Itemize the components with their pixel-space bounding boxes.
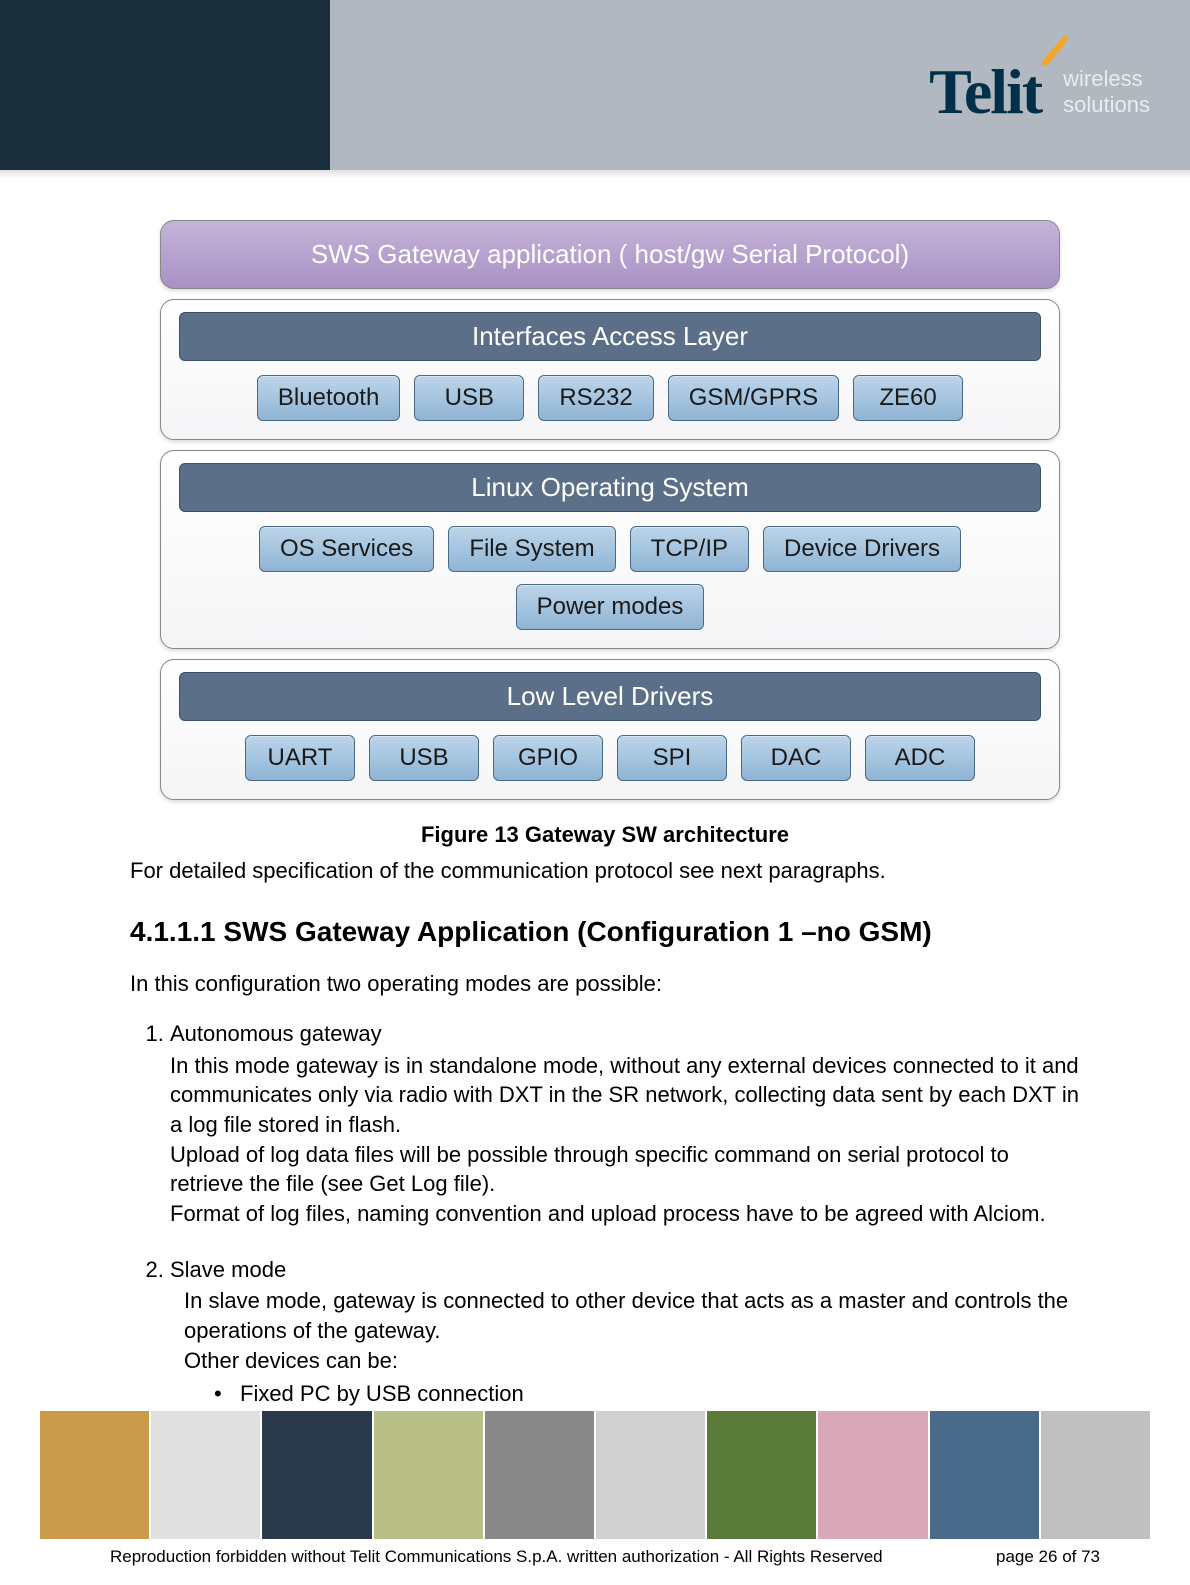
chip-row: OS Services File System TCP/IP Device Dr… <box>179 526 1041 572</box>
chip-usb: USB <box>414 375 524 421</box>
brand-logo: Telit wireless solutions <box>929 55 1150 129</box>
footer-tile <box>596 1411 705 1539</box>
tagline-line2: solutions <box>1063 92 1150 118</box>
chip-row: UART USB GPIO SPI DAC ADC <box>179 735 1041 781</box>
chip-usb-lld: USB <box>369 735 479 781</box>
footer-tile <box>1041 1411 1150 1539</box>
section-number: 4.1.1.1 <box>130 916 216 947</box>
chip-tcpip: TCP/IP <box>630 526 749 572</box>
footer-tile <box>262 1411 371 1539</box>
footer-image-strip <box>40 1411 1150 1539</box>
item-para: In slave mode, gateway is connected to o… <box>184 1286 1080 1345</box>
item-body: In slave mode, gateway is connected to o… <box>184 1286 1080 1409</box>
item-para: In this mode gateway is in standalone mo… <box>170 1051 1080 1140</box>
item-title: Slave mode <box>170 1257 286 1282</box>
tagline-line1: wireless <box>1063 66 1150 92</box>
layer-sws-gateway: SWS Gateway application ( host/gw Serial… <box>160 220 1060 289</box>
footer-tile <box>485 1411 594 1539</box>
chip-power-modes: Power modes <box>516 584 705 630</box>
layer-interfaces-access: Interfaces Access Layer Bluetooth USB RS… <box>160 299 1060 440</box>
chip-gpio: GPIO <box>493 735 603 781</box>
header-dark-block <box>0 0 330 170</box>
layer-linux-os: Linux Operating System OS Services File … <box>160 450 1060 649</box>
layer-title: Low Level Drivers <box>179 672 1041 721</box>
chip-file-system: File System <box>448 526 615 572</box>
document-body: Figure 13 Gateway SW architecture For de… <box>130 820 1080 1409</box>
chip-rs232: RS232 <box>538 375 653 421</box>
chip-os-services: OS Services <box>259 526 434 572</box>
sub-bullet-item: Fixed PC by USB connection <box>214 1379 1080 1409</box>
footer-tile <box>40 1411 149 1539</box>
chip-spi: SPI <box>617 735 727 781</box>
section-heading: 4.1.1.1 SWS Gateway Application (Configu… <box>130 913 1080 951</box>
chip-gsm-gprs: GSM/GPRS <box>668 375 839 421</box>
layer-title: Interfaces Access Layer <box>179 312 1041 361</box>
footer-line: Reproduction forbidden without Telit Com… <box>110 1547 1100 1567</box>
footer-tile <box>374 1411 483 1539</box>
chip-bluetooth: Bluetooth <box>257 375 400 421</box>
section-title: SWS Gateway Application (Configuration 1… <box>223 916 931 947</box>
chip-adc: ADC <box>865 735 975 781</box>
header-shadow <box>0 170 1190 178</box>
chip-row: Power modes <box>179 584 1041 630</box>
list-item: Slave mode In slave mode, gateway is con… <box>170 1255 1080 1409</box>
footer-copyright: Reproduction forbidden without Telit Com… <box>110 1547 883 1567</box>
footer-tile <box>930 1411 1039 1539</box>
item-title: Autonomous gateway <box>170 1021 382 1046</box>
chip-device-drivers: Device Drivers <box>763 526 961 572</box>
layer-title: Linux Operating System <box>179 463 1041 512</box>
lead-paragraph: In this configuration two operating mode… <box>130 969 1080 999</box>
footer-tile <box>707 1411 816 1539</box>
layer-low-level-drivers: Low Level Drivers UART USB GPIO SPI DAC … <box>160 659 1060 800</box>
mode-list: Autonomous gateway In this mode gateway … <box>170 1019 1080 1409</box>
item-para: Other devices can be: <box>184 1346 1080 1376</box>
footer-page-number: page 26 of 73 <box>996 1547 1100 1567</box>
page-header: Telit wireless solutions <box>0 0 1190 170</box>
brand-accent-icon <box>1041 35 1071 67</box>
chip-uart: UART <box>245 735 355 781</box>
footer-tile <box>151 1411 260 1539</box>
footer-tile <box>818 1411 927 1539</box>
item-body: In this mode gateway is in standalone mo… <box>170 1051 1080 1229</box>
brand-tagline: wireless solutions <box>1063 66 1150 119</box>
sub-bullet-list: Fixed PC by USB connection <box>214 1379 1080 1409</box>
chip-dac: DAC <box>741 735 851 781</box>
chip-ze60: ZE60 <box>853 375 963 421</box>
item-para: Upload of log data files will be possibl… <box>170 1140 1080 1199</box>
brand-text: Telit <box>929 56 1041 127</box>
list-item: Autonomous gateway In this mode gateway … <box>170 1019 1080 1229</box>
brand-wordmark: Telit <box>929 55 1041 129</box>
intro-paragraph: For detailed specification of the commun… <box>130 856 1080 886</box>
architecture-diagram: SWS Gateway application ( host/gw Serial… <box>160 220 1060 800</box>
figure-caption: Figure 13 Gateway SW architecture <box>130 820 1080 850</box>
chip-row: Bluetooth USB RS232 GSM/GPRS ZE60 <box>179 375 1041 421</box>
item-para: Format of log files, naming convention a… <box>170 1199 1080 1229</box>
layer-title: SWS Gateway application ( host/gw Serial… <box>179 239 1041 270</box>
